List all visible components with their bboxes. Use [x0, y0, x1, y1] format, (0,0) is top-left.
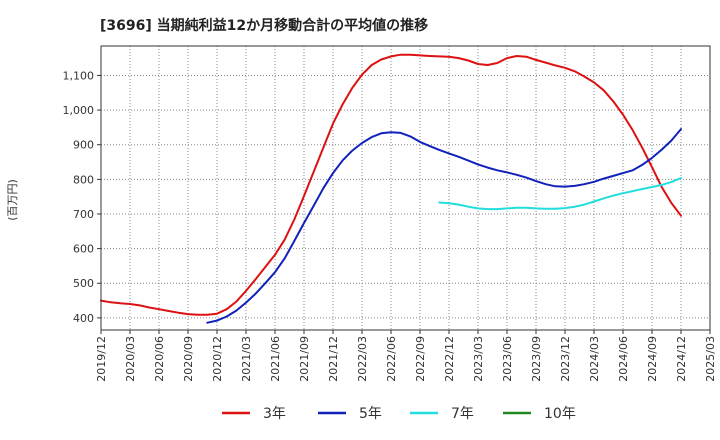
x-tick-label: 2024/03	[588, 336, 601, 382]
series-line-1	[100, 53, 682, 316]
x-tick-label: 2021/03	[240, 336, 253, 382]
x-tick-label: 2024/12	[675, 336, 688, 382]
x-tick-label: 2020/09	[182, 336, 195, 382]
x-tick-label: 2020/03	[124, 336, 137, 382]
y-tick-label: 1,100	[63, 69, 95, 82]
y-tick-label: 700	[73, 208, 94, 221]
x-tick-label: 2022/06	[385, 336, 398, 382]
x-tick-label: 2023/03	[472, 336, 485, 382]
y-tick-label: 400	[73, 312, 94, 325]
x-tick-label: 2022/09	[414, 336, 427, 382]
x-tick-label: 2024/09	[646, 336, 659, 382]
legend: 3年 5年 7年 10年	[222, 406, 576, 422]
legend-label: 3年	[263, 406, 286, 422]
x-tick-label: 2020/06	[153, 336, 166, 382]
y-tick-label: 900	[73, 139, 94, 152]
y-tick-label: 800	[73, 173, 94, 186]
chart-title: [3696] 当期純利益12か月移動合計の平均値の推移	[100, 17, 428, 34]
grid	[101, 46, 710, 330]
x-ticks: 2019/12 2020/03 2020/06 2020/09 2020/12 2021/…	[95, 330, 717, 382]
legend-label: 10年	[544, 406, 576, 422]
x-tick-label: 2020/12	[211, 336, 224, 382]
y-tick-label: 1,000	[63, 104, 95, 117]
x-tick-label: 2025/03	[704, 336, 717, 382]
x-tick-label: 2021/09	[298, 336, 311, 382]
x-tick-label: 2024/06	[617, 336, 630, 382]
x-tick-label: 2023/09	[530, 336, 543, 382]
legend-label: 5年	[359, 406, 382, 422]
series-line-3	[438, 177, 682, 211]
series-layer	[100, 53, 682, 324]
x-tick-label: 2023/12	[559, 336, 572, 382]
y-axis-label: (百万円)	[6, 179, 19, 221]
x-tick-label: 2022/03	[356, 336, 369, 382]
x-tick-label: 2021/06	[269, 336, 282, 382]
x-tick-label: 2019/12	[95, 336, 108, 382]
plot-frame	[100, 45, 711, 331]
x-tick-label: 2022/12	[443, 336, 456, 382]
series-line-2	[206, 128, 682, 324]
y-tick-label: 600	[73, 243, 94, 256]
legend-label: 7年	[451, 406, 474, 422]
y-ticks: 400 500 600 700 800 900 1,000 1,100	[63, 69, 101, 325]
y-tick-label: 500	[73, 277, 94, 290]
x-tick-label: 2021/12	[327, 336, 340, 382]
x-tick-label: 2023/06	[501, 336, 514, 382]
